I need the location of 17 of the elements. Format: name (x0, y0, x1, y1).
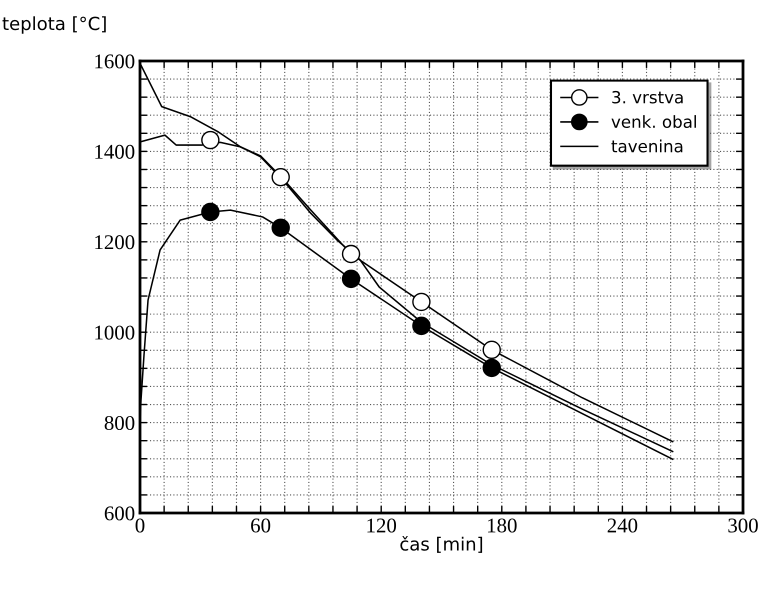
x-tick-label: 120 (367, 518, 396, 533)
x-axis-title: čas [min] (400, 536, 482, 553)
legend-label: 3. vrstva (612, 90, 683, 104)
x-tick-label: 240 (608, 518, 638, 533)
y-tick-label: 1600 (95, 54, 134, 68)
y-tick-label: 1000 (95, 326, 134, 340)
legend-label: tavenina (611, 140, 682, 152)
x-tick-label: 300 (728, 518, 758, 533)
x-tick-label: 0 (136, 518, 144, 533)
x-tick-label: 180 (488, 518, 517, 533)
y-tick-label: 1200 (95, 235, 134, 250)
y-axis-title: teplota [°C] (2, 16, 106, 34)
y-tick-label: 1400 (95, 144, 134, 159)
legend-label: venk. obal (611, 115, 696, 128)
x-tick-label: 60 (251, 518, 270, 533)
y-tick-label: 800 (104, 416, 134, 430)
y-tick-label: 600 (104, 506, 134, 520)
